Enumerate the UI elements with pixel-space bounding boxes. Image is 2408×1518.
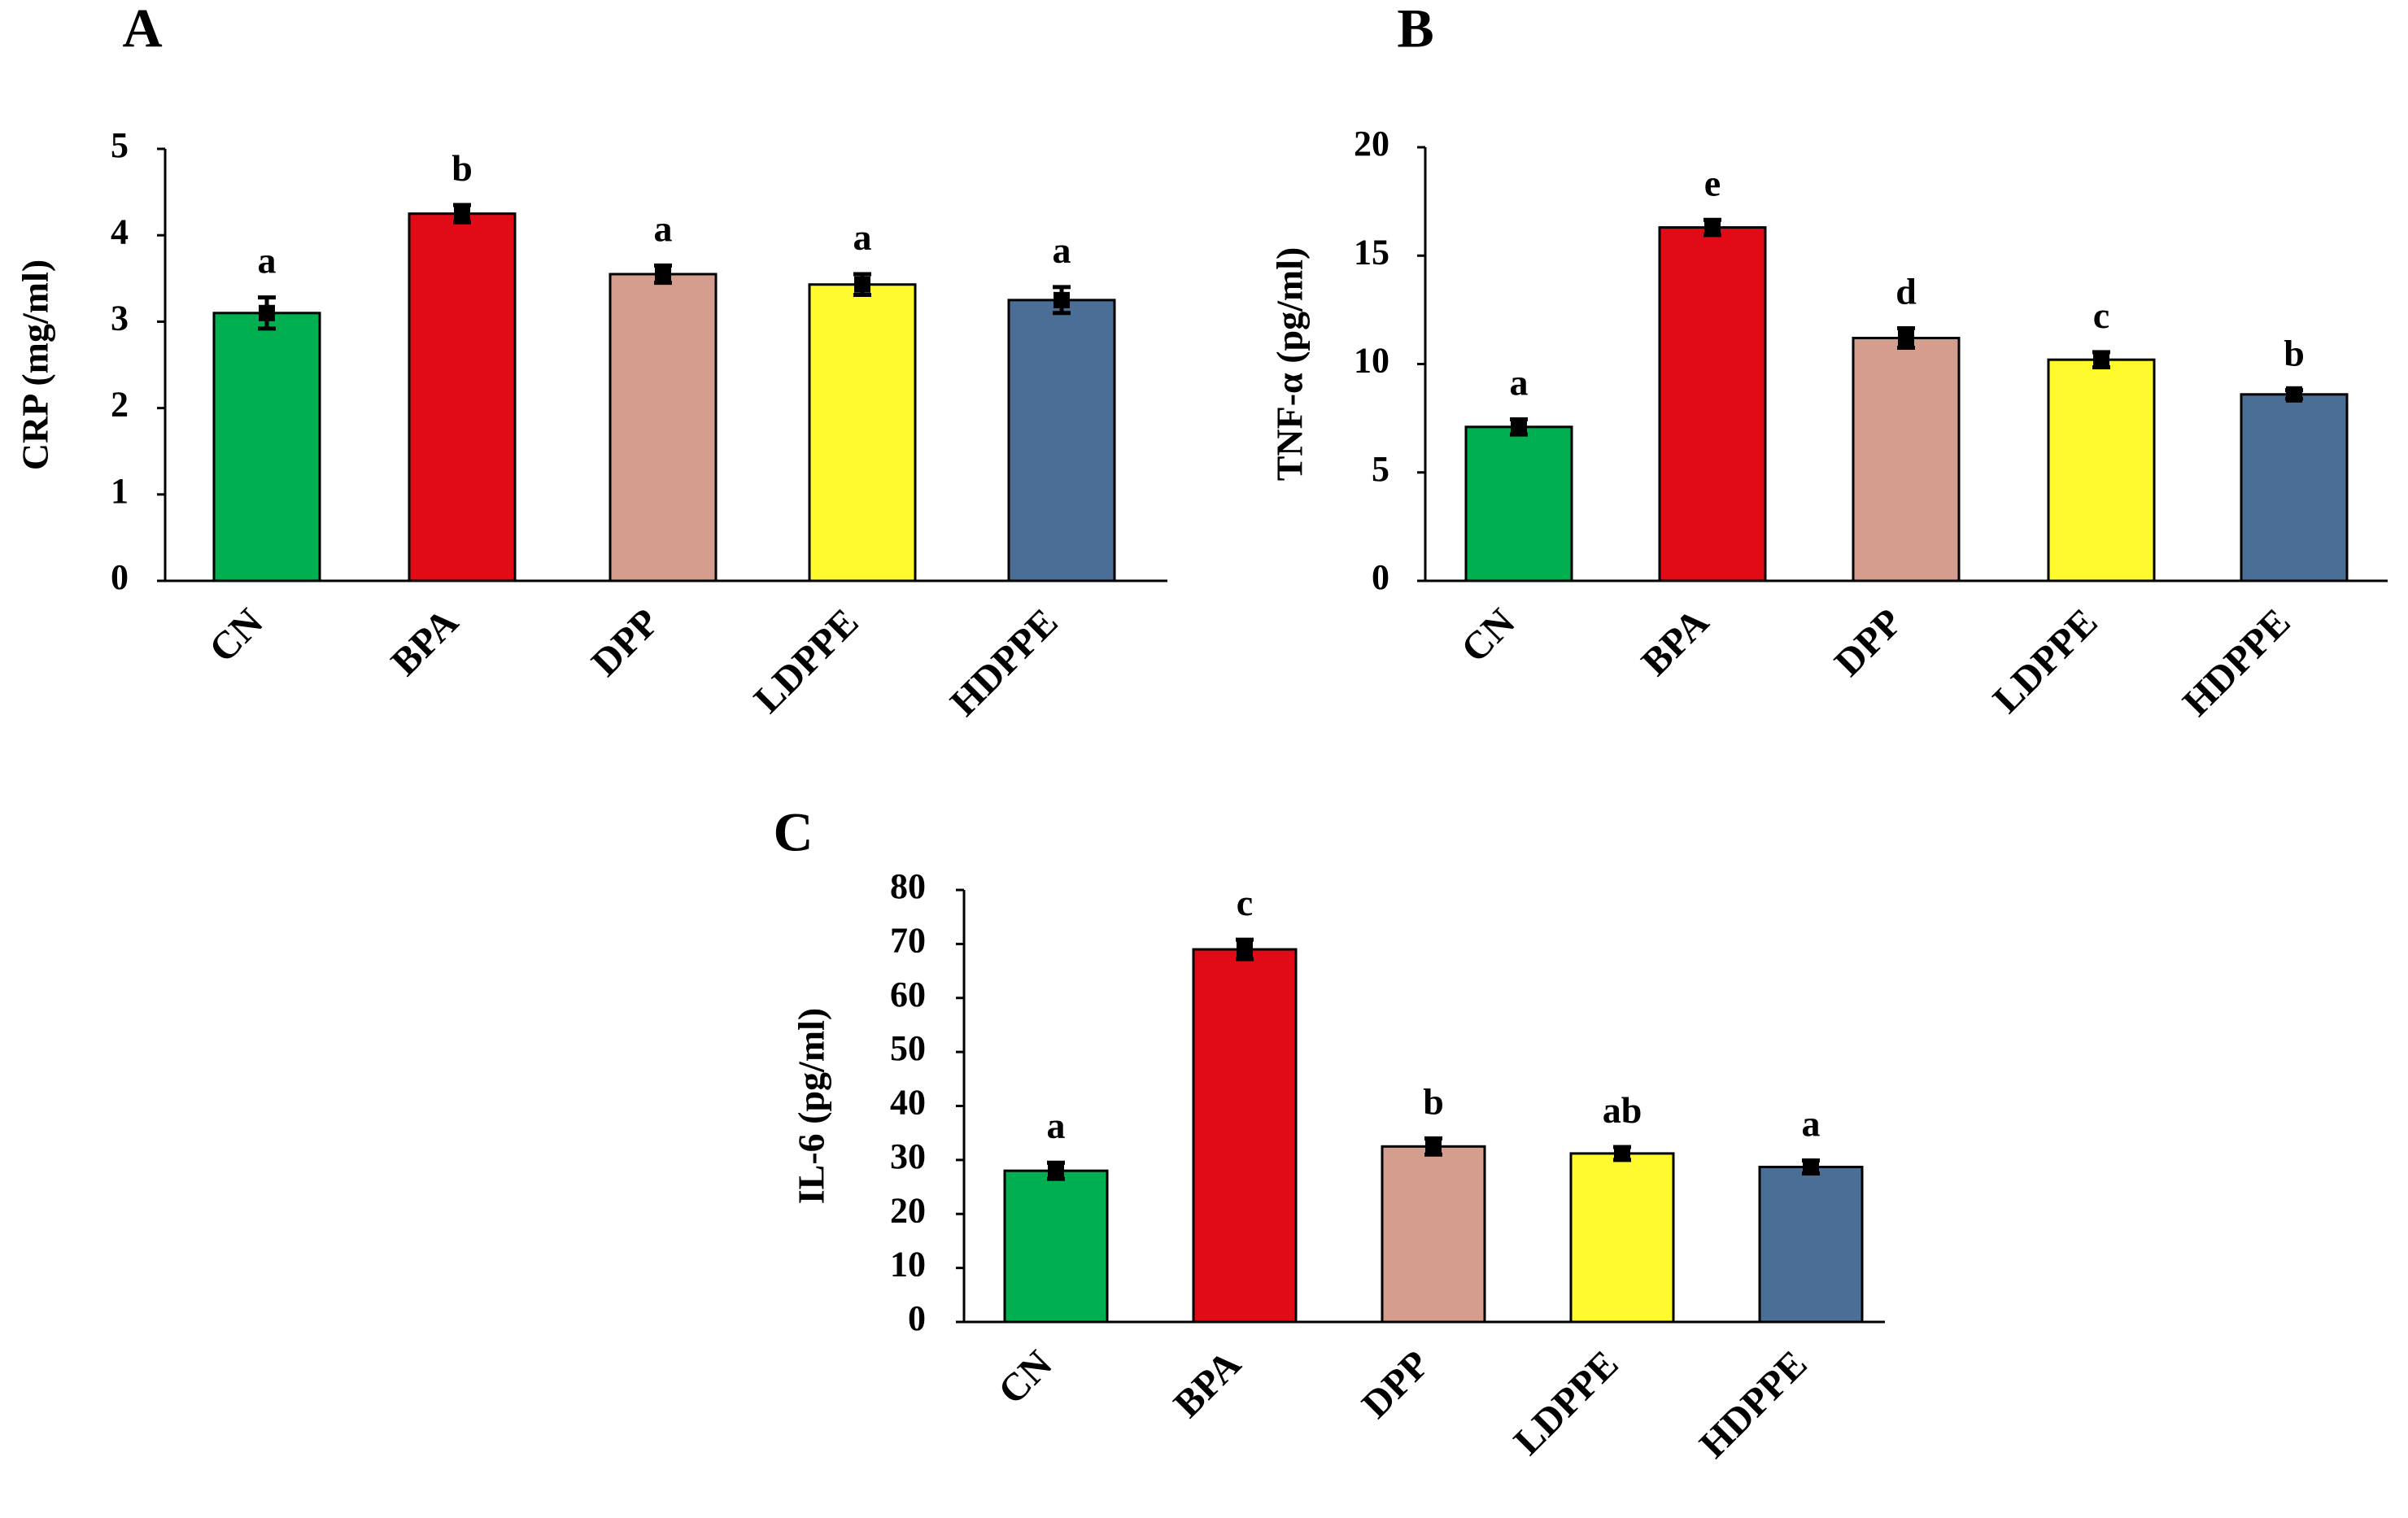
significance-letter: a [654, 207, 673, 249]
bar-cn [1003, 1169, 1109, 1324]
y-tick-label: 2 [111, 385, 129, 425]
y-axis-title: TNF-α (pg/ml) [1269, 247, 1311, 482]
chart-panel-a: A 0 1 2 3 4 5 CRP (mg/ml) a CN b BPA a DPP a LDPPE a HDPP… [15, 0, 1167, 725]
category-label: DPP [1354, 1342, 1437, 1426]
mean-marker [1425, 1138, 1442, 1155]
y-tick-label: 40 [890, 1083, 926, 1123]
category-label: BPA [383, 600, 467, 684]
category-label: HDPPE [1691, 1342, 1815, 1466]
bar-bpa [1192, 948, 1298, 1324]
significance-letter: a [1802, 1103, 1821, 1145]
y-tick-label: 1 [111, 471, 129, 511]
y-tick-label: 0 [1372, 557, 1389, 597]
y-tick-label: 50 [890, 1028, 926, 1068]
significance-letter: b [1423, 1080, 1444, 1122]
category-label: HDPPE [2175, 600, 2298, 724]
bar-bpa [408, 212, 517, 582]
panel-label: B [1397, 0, 1433, 59]
significance-letter: a [1047, 1105, 1066, 1146]
mean-marker [2286, 386, 2302, 403]
y-tick-label: 10 [1354, 341, 1389, 381]
bar-dpp [609, 273, 718, 582]
category-label: HDPPE [942, 600, 1066, 724]
significance-letter: a [853, 216, 872, 258]
bar-ldppe [2047, 358, 2156, 582]
significance-letter: a [258, 240, 277, 281]
y-tick-label: 0 [111, 557, 129, 597]
category-label: BPA [1634, 600, 1717, 684]
chart-panel-c: C 0 10 20 30 40 50 60 70 80 IL-6 (pg/ml) a CN c BPA b DP… [773, 801, 1885, 1467]
y-tick-label: 80 [890, 866, 926, 906]
mean-marker [854, 276, 870, 293]
mean-marker [2093, 351, 2109, 369]
y-tick-label: 20 [890, 1190, 926, 1230]
bar-hdppe [1007, 299, 1116, 582]
significance-letter: b [452, 147, 473, 189]
mean-marker [259, 304, 275, 321]
chart-panel-b: B 0 5 10 15 20 TNF-α (pg/ml) a CN e BPA d DPP c LDPPE b… [1269, 0, 2388, 725]
mean-marker [1898, 329, 1914, 347]
y-tick-label: 3 [111, 298, 129, 338]
significance-letter: e [1704, 162, 1721, 203]
bar-bpa [1658, 226, 1767, 582]
category-label: CN [990, 1342, 1061, 1413]
significance-letter: ab [1603, 1089, 1642, 1131]
bar-hdppe [2240, 393, 2349, 582]
category-label: DPP [1826, 600, 1910, 684]
y-tick-label: 60 [890, 975, 926, 1014]
category-label: BPA [1166, 1342, 1250, 1426]
mean-marker [454, 205, 470, 222]
mean-marker [1054, 291, 1070, 308]
significance-letter: c [1237, 882, 1253, 923]
category-label: CN [1453, 600, 1524, 671]
category-label: LDPPE [746, 600, 867, 722]
mean-marker [1614, 1145, 1630, 1162]
category-label: LDPPE [1985, 600, 2106, 722]
panel-label: A [122, 0, 162, 59]
mean-marker [1048, 1162, 1064, 1180]
y-tick-label: 70 [890, 920, 926, 960]
y-tick-label: 5 [111, 125, 129, 165]
significance-letter: a [1510, 361, 1529, 403]
significance-letter: d [1895, 271, 1917, 312]
mean-marker [655, 265, 671, 282]
mean-marker [1803, 1158, 1819, 1176]
bar-cn [212, 312, 321, 582]
y-tick-label: 4 [111, 212, 129, 251]
category-label: LDPPE [1506, 1342, 1627, 1463]
y-tick-label: 10 [890, 1245, 926, 1285]
bar-cn [1464, 425, 1573, 582]
y-tick-label: 30 [890, 1136, 926, 1176]
y-axis-title: IL-6 (pg/ml) [791, 1008, 832, 1205]
mean-marker [1237, 941, 1253, 958]
bar-dpp [1381, 1145, 1486, 1324]
y-tick-label: 0 [908, 1298, 926, 1338]
significance-letter: c [2093, 294, 2109, 336]
bar-ldppe [1569, 1152, 1675, 1324]
category-label: CN [201, 600, 272, 671]
mean-marker [1511, 418, 1527, 435]
bar-hdppe [1758, 1166, 1864, 1324]
mean-marker [1704, 219, 1721, 236]
y-tick-label: 20 [1354, 124, 1389, 164]
significance-letter: b [2284, 332, 2305, 373]
panel-label: C [773, 801, 813, 863]
y-tick-label: 5 [1372, 449, 1389, 489]
significance-letter: a [1053, 229, 1071, 271]
y-axis-title: CRP (mg/ml) [15, 260, 56, 470]
y-tick-label: 15 [1354, 232, 1389, 272]
category-label: DPP [583, 600, 667, 684]
bar-ldppe [808, 283, 917, 582]
bar-dpp [1852, 337, 1961, 582]
